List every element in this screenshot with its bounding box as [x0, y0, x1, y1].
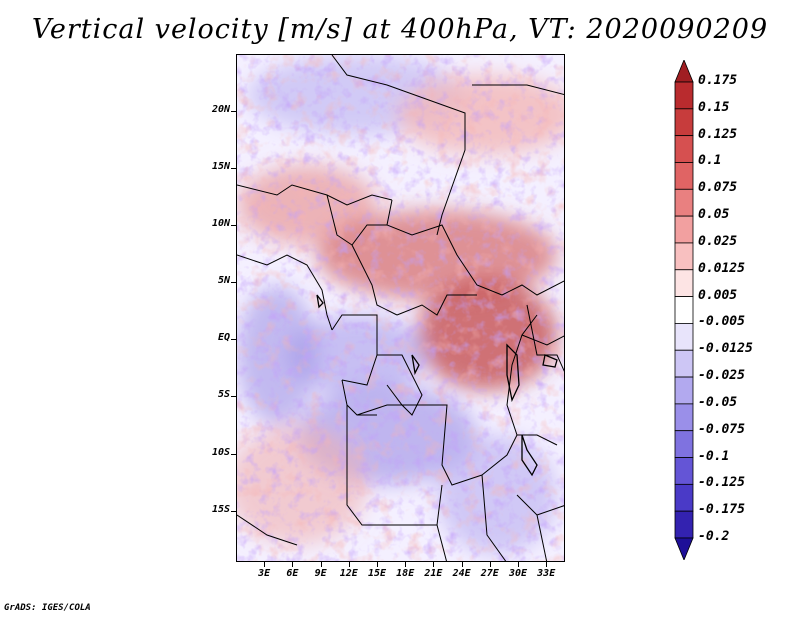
- colorbar-segment: [674, 457, 694, 485]
- lat-tick-label: 5S: [217, 389, 230, 401]
- vertical-velocity-field: [237, 55, 564, 561]
- colorbar-label: 0.05: [698, 207, 730, 223]
- country-borders: [237, 55, 564, 561]
- lat-tick-label: 15N: [211, 161, 230, 173]
- colorbar-label: 0.005: [698, 287, 738, 303]
- colorbar-segment: [674, 269, 694, 297]
- colorbar-label: 0.15: [698, 99, 730, 115]
- colorbar-segment: [674, 135, 694, 163]
- lon-tick-mark: [433, 562, 435, 567]
- lat-tick-mark: [231, 339, 236, 341]
- colorbar-label: -0.0125: [698, 341, 753, 357]
- lon-tick-mark: [377, 562, 378, 567]
- colorbar-label: -0.005: [698, 314, 745, 330]
- colorbar-segment: [674, 376, 694, 405]
- colorbar-segment: [674, 81, 694, 110]
- lat-tick-mark: [231, 282, 236, 284]
- field-noise-red: [237, 55, 564, 561]
- chart-title: Vertical velocity [m/s] at 400hPa, VT: 2…: [31, 14, 769, 45]
- colorbar-bottom-arrow: [674, 537, 694, 560]
- colorbar-label: -0.05: [698, 394, 738, 410]
- colorbar-label: -0.2: [698, 529, 730, 544]
- colorbar-segment: [674, 323, 694, 351]
- colorbar-label: -0.125: [698, 475, 745, 491]
- colorbar-segment: [674, 510, 694, 539]
- lat-tick-label: 10N: [211, 218, 230, 230]
- lon-tick-mark: [264, 562, 266, 567]
- lat-tick-mark: [231, 225, 236, 227]
- lon-tick-label: 21E: [424, 568, 443, 579]
- footer-credit: GrADS: IGES/COLA: [4, 603, 91, 613]
- colorbar-segment: [674, 349, 694, 378]
- colorbar-label: 0.175: [698, 73, 738, 88]
- lat-tick-label: 15S: [211, 503, 230, 515]
- colorbar-label: 0.125: [698, 126, 738, 142]
- colorbar-segment: [674, 430, 694, 458]
- colorbar-label: 0.1: [698, 153, 722, 169]
- colorbar-top-arrow: [674, 60, 694, 83]
- colorbar-label: -0.075: [698, 421, 745, 437]
- lat-tick-mark: [231, 453, 236, 455]
- lon-tick-label: 12E: [339, 568, 358, 579]
- colorbar-segment: [674, 483, 694, 512]
- lon-tick-mark: [461, 562, 463, 567]
- colorbar-label: 0.075: [698, 180, 738, 196]
- colorbar: [674, 60, 694, 560]
- lon-tick-label: 9E: [314, 568, 327, 579]
- colorbar-segment: [674, 242, 694, 271]
- lon-tick-mark: [320, 562, 322, 567]
- lon-tick-mark: [489, 562, 491, 567]
- lat-tick-label: 10S: [211, 446, 230, 458]
- lon-tick-mark: [518, 562, 519, 567]
- lon-tick-label: 3E: [258, 568, 271, 579]
- lon-tick-label: 30E: [508, 568, 528, 579]
- lon-tick-mark: [292, 562, 294, 567]
- colorbar-label: -0.025: [698, 368, 745, 384]
- colorbar-label: -0.175: [698, 502, 745, 518]
- lakes: [316, 294, 558, 477]
- lat-tick-label: 20N: [211, 104, 230, 116]
- lon-tick-label: 18E: [396, 568, 415, 579]
- lon-tick-label: 15E: [367, 568, 387, 579]
- lon-tick-label: 24E: [452, 568, 471, 579]
- colorbar-segment: [674, 403, 694, 432]
- lon-tick-mark: [348, 562, 350, 567]
- lon-tick-label: 6E: [286, 568, 299, 579]
- map-panel: [236, 54, 565, 562]
- colorbar-label: -0.1: [698, 448, 730, 464]
- colorbar-segment: [674, 108, 694, 137]
- colorbar-segment: [674, 188, 694, 217]
- lat-tick-mark: [231, 510, 236, 512]
- lat-tick-mark: [231, 111, 236, 113]
- lat-tick-mark: [231, 168, 236, 170]
- lat-tick-label: EQ: [217, 332, 230, 344]
- lon-tick-mark: [405, 562, 407, 567]
- colorbar-segment: [674, 162, 694, 190]
- lon-tick-label: 27E: [480, 568, 499, 579]
- lon-tick-label: 33E: [537, 568, 556, 579]
- colorbar-segment: [674, 215, 694, 244]
- lon-tick-mark: [546, 562, 548, 567]
- colorbar-label: 0.0125: [698, 260, 745, 276]
- lat-tick-mark: [231, 396, 236, 398]
- colorbar-label: 0.025: [698, 233, 738, 249]
- lat-tick-label: 5N: [217, 275, 230, 287]
- colorbar-segment: [674, 296, 694, 324]
